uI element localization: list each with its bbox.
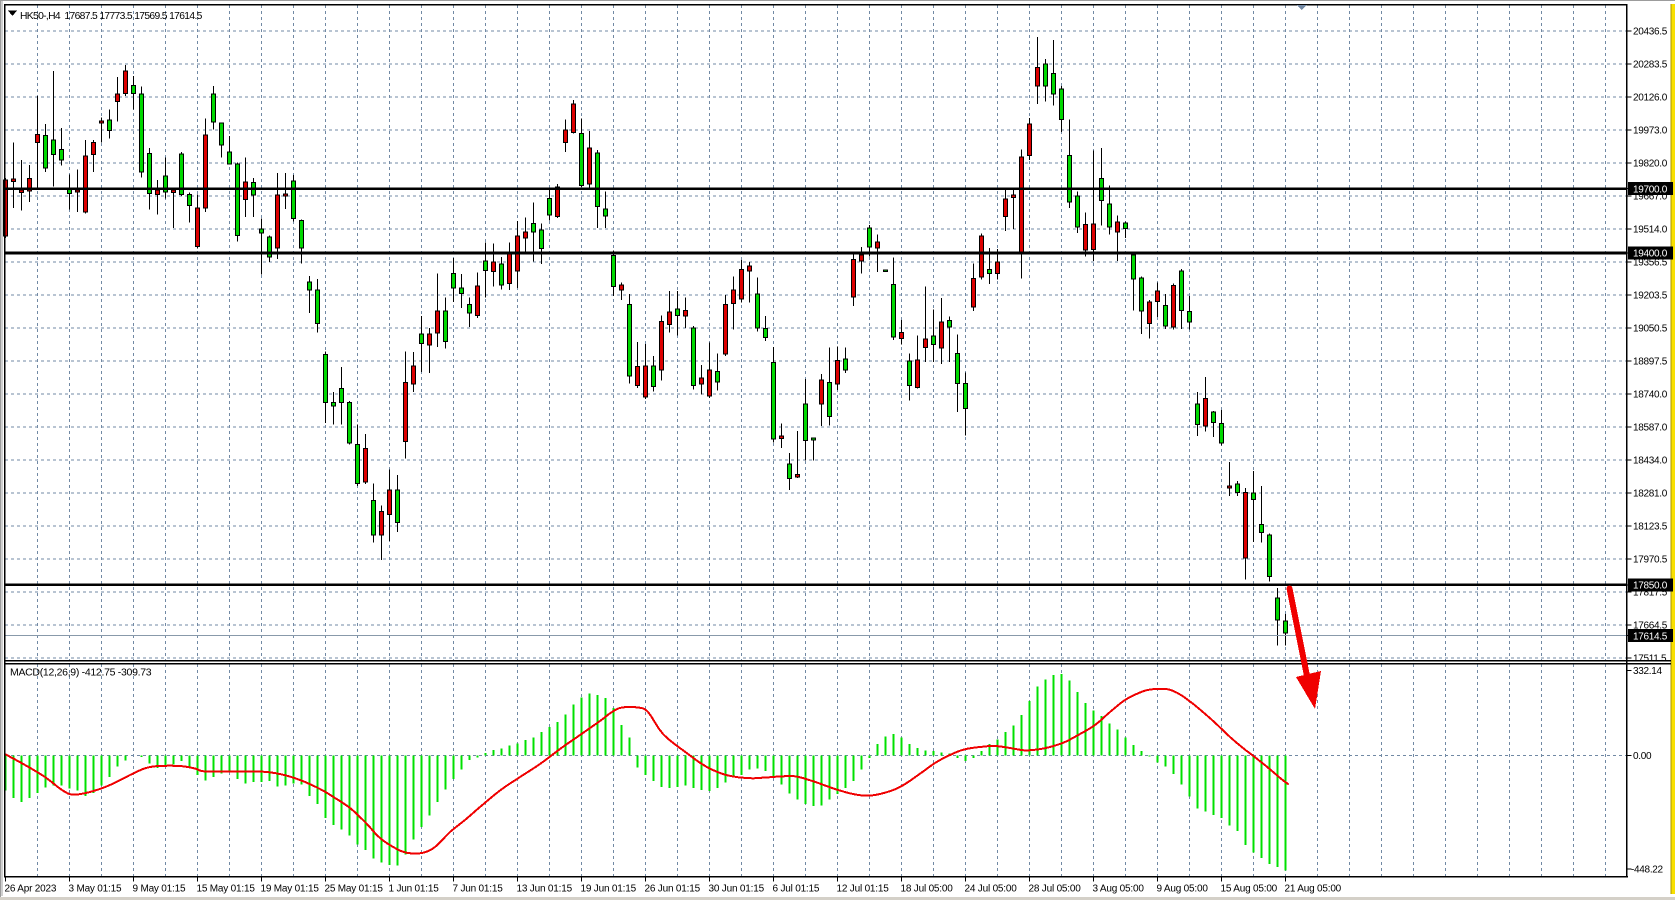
svg-text:21 Aug 05:00: 21 Aug 05:00 <box>1285 883 1342 894</box>
svg-text:28 Jul 05:00: 28 Jul 05:00 <box>1029 883 1082 894</box>
svg-text:25 May 01:15: 25 May 01:15 <box>325 883 384 894</box>
svg-text:15 May 01:15: 15 May 01:15 <box>197 883 256 894</box>
svg-text:15 Aug 05:00: 15 Aug 05:00 <box>1221 883 1278 894</box>
svg-text:20283.5: 20283.5 <box>1633 60 1668 71</box>
svg-text:18434.0: 18434.0 <box>1633 456 1668 467</box>
svg-text:HK50-,H4 17687.5 17773.5 1756: HK50-,H4 17687.5 17773.5 17569.5 17614.5 <box>20 11 203 22</box>
svg-text:19400.0: 19400.0 <box>1633 249 1668 260</box>
svg-text:17614.5: 17614.5 <box>1633 631 1668 642</box>
svg-text:6 Jul 01:15: 6 Jul 01:15 <box>773 883 820 894</box>
svg-text:18587.0: 18587.0 <box>1633 423 1668 434</box>
svg-text:3 May 01:15: 3 May 01:15 <box>69 883 122 894</box>
svg-text:19700.0: 19700.0 <box>1633 184 1668 195</box>
svg-text:18 Jul 05:00: 18 Jul 05:00 <box>901 883 954 894</box>
svg-text:17511.5: 17511.5 <box>1633 654 1667 665</box>
svg-text:17970.5: 17970.5 <box>1633 555 1668 566</box>
svg-text:18740.0: 18740.0 <box>1633 390 1668 401</box>
svg-text:20436.5: 20436.5 <box>1633 27 1668 38</box>
svg-text:18281.0: 18281.0 <box>1633 489 1668 500</box>
svg-text:MACD(12,26,9) -412.75 -309.73: MACD(12,26,9) -412.75 -309.73 <box>10 666 152 678</box>
svg-text:17664.5: 17664.5 <box>1633 621 1668 632</box>
svg-text:17850.0: 17850.0 <box>1633 580 1668 591</box>
svg-text:19 Jun 01:15: 19 Jun 01:15 <box>581 883 637 894</box>
svg-text:7 Jun 01:15: 7 Jun 01:15 <box>453 883 504 894</box>
svg-text:19973.0: 19973.0 <box>1633 126 1668 137</box>
svg-text:19356.5: 19356.5 <box>1633 258 1668 269</box>
svg-text:18897.5: 18897.5 <box>1633 357 1668 368</box>
svg-text:19514.0: 19514.0 <box>1633 225 1668 236</box>
svg-text:12 Jul 01:15: 12 Jul 01:15 <box>837 883 890 894</box>
svg-text:9 May 01:15: 9 May 01:15 <box>133 883 186 894</box>
svg-text:0.00: 0.00 <box>1633 751 1652 762</box>
svg-text:13 Jun 01:15: 13 Jun 01:15 <box>517 883 573 894</box>
svg-text:19 May 01:15: 19 May 01:15 <box>261 883 320 894</box>
svg-text:1 Jun 01:15: 1 Jun 01:15 <box>389 883 440 894</box>
svg-text:3 Aug 05:00: 3 Aug 05:00 <box>1093 883 1145 894</box>
svg-text:30 Jun 01:15: 30 Jun 01:15 <box>709 883 765 894</box>
svg-text:19667.0: 19667.0 <box>1633 192 1668 203</box>
svg-text:9 Aug 05:00: 9 Aug 05:00 <box>1157 883 1209 894</box>
svg-text:24 Jul 05:00: 24 Jul 05:00 <box>965 883 1018 894</box>
svg-text:19050.5: 19050.5 <box>1633 324 1668 335</box>
svg-text:17817.5: 17817.5 <box>1633 588 1668 599</box>
svg-text:332.14: 332.14 <box>1633 666 1663 677</box>
svg-text:19820.0: 19820.0 <box>1633 159 1668 170</box>
svg-text:18123.5: 18123.5 <box>1633 522 1668 533</box>
svg-text:26 Apr 2023: 26 Apr 2023 <box>5 883 57 894</box>
svg-text:20126.0: 20126.0 <box>1633 93 1668 104</box>
svg-text:19203.5: 19203.5 <box>1633 291 1668 302</box>
svg-text:-448.22: -448.22 <box>1631 865 1664 876</box>
svg-text:26 Jun 01:15: 26 Jun 01:15 <box>645 883 701 894</box>
